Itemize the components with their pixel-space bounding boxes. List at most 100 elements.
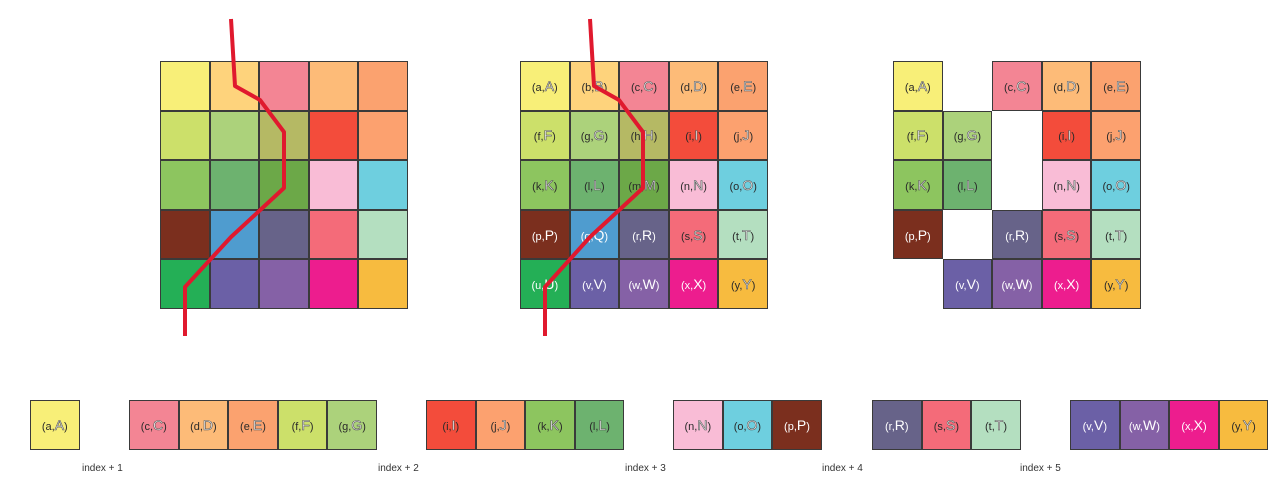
remaining-cell-i: (i,I) [1041,110,1092,161]
cell-label: (r,R) [632,226,656,243]
cell-label: (d,D) [1053,77,1080,94]
grid-cell-f [160,110,210,161]
labeled-cell-u: (u,U) [520,259,570,309]
remaining-cell-k: (k,K) [893,160,943,210]
strip-cell-s: (s,S) [921,400,972,450]
cell-label: (l,L) [589,416,610,433]
cell-label: (v,V) [955,276,980,293]
remaining-cell-y: (y,Y) [1091,259,1141,309]
strip-cell-f: (f,F) [277,400,328,450]
index-label: index + 2 [378,463,419,474]
grid-cell-x [308,259,359,309]
strip-cell-d: (d,D) [178,400,229,450]
strip-cell-n: (n,N) [673,400,723,450]
labeled-cell-r: (r,R) [619,209,669,260]
cell-label: (q,Q) [580,226,609,243]
cell-label: (s,S) [1053,226,1080,243]
cell-label: (d,D) [680,77,707,94]
grid-cell-p [160,209,210,260]
cell-label: (m,M) [628,176,660,194]
labeled-cell-g: (g,G) [569,110,620,161]
cell-label: (p,P) [784,416,810,433]
labeled-cell-o: (o,O) [718,160,768,210]
index-label: index + 3 [625,463,666,474]
grid-cell-t [358,209,408,260]
strip-cell-i: (i,I) [426,400,476,450]
cell-label: (x,X) [1053,276,1080,293]
cell-label: (e,E) [730,77,757,94]
cell-label: (l,L) [584,176,605,194]
index-label: index + 1 [82,463,123,474]
strip-cell-e: (e,E) [228,400,278,450]
labeled-cell-q: (q,Q) [569,209,620,260]
strip-cell-j: (j,J) [475,400,526,450]
labeled-cell-d: (d,D) [668,61,719,111]
remaining-cell-g: (g,G) [942,110,993,161]
index-label: index + 5 [1020,463,1061,474]
cell-label: (f,F) [533,127,556,144]
labeled-cell-i: (i,I) [668,110,719,161]
grid-cell-l [209,160,260,210]
cell-label: (o,O) [1102,176,1130,194]
cell-label: (k,K) [905,176,931,194]
cell-label: (t,T) [984,416,1007,433]
strip-cell-r: (r,R) [872,400,922,450]
grid-cell-y [358,259,408,309]
cell-label: (w,W) [1001,276,1033,293]
strip-cell-a: (a,A) [30,400,80,450]
cell-label: (d,D) [190,416,217,433]
grid-cell-v [209,259,260,309]
grid-cell-g [209,110,260,161]
remaining-cell-x: (x,X) [1041,259,1092,309]
grid-cell-a [160,61,210,111]
strip-cell-g: (g,G) [327,400,377,450]
grid-cell-c [259,61,309,111]
remaining-cell-r: (r,R) [992,209,1042,260]
labeled-cell-k: (k,K) [520,160,570,210]
grid-cell-h [259,110,309,161]
cell-label: (r,R) [1005,226,1029,243]
grid-cell-m [259,160,309,210]
labeled-cell-j: (j,J) [718,110,768,161]
grid-cell-o [358,160,408,210]
grid-cell-i [308,110,359,161]
remaining-cell-e: (e,E) [1091,61,1141,111]
remaining-cell-d: (d,D) [1041,61,1092,111]
cell-label: (y,Y) [730,276,756,293]
labeled-cell-c: (c,C) [619,61,669,111]
cell-label: (g,G) [580,127,609,144]
cell-label: (v,V) [1082,416,1107,433]
cell-label: (a,A) [531,77,558,94]
labeled-cell-n: (n,N) [668,160,719,210]
cell-label: (v,V) [582,276,607,293]
grid-cell-j [358,110,408,161]
labeled-cell-h: (h,H) [619,110,669,161]
remaining-cell-s: (s,S) [1041,209,1092,260]
grid-cell-n [308,160,359,210]
cell-label: (o,O) [729,176,757,194]
labeled-cell-x: (x,X) [668,259,719,309]
remaining-cell-j: (j,J) [1091,110,1141,161]
grid-cell-s [308,209,359,260]
labeled-cell-s: (s,S) [668,209,719,260]
strip-cell-x: (x,X) [1169,400,1219,450]
grid-cell-e [358,61,408,111]
labeled-cell-v: (v,V) [569,259,620,309]
remaining-cell-t: (t,T) [1091,209,1141,260]
cell-label: (e,E) [1103,77,1130,94]
cell-label: (i,I) [685,127,702,144]
strip-cell-l: (l,L) [574,400,625,450]
cell-label: (w,W) [1128,416,1160,433]
strip-cell-w: (w,W) [1119,400,1170,450]
cell-label: (l,L) [957,176,978,194]
remaining-cell-c: (c,C) [992,61,1042,111]
remaining-cell-o: (o,O) [1091,160,1141,210]
cell-label: (y,Y) [1231,416,1256,433]
cell-label: (n,N) [680,176,707,194]
strip-cell-v: (v,V) [1070,400,1120,450]
labeled-cell-t: (t,T) [718,209,768,260]
cell-label: (w,W) [628,276,660,293]
cell-label: (g,G) [953,127,982,144]
remaining-cell-f: (f,F) [893,110,943,161]
cell-label: (n,N) [1053,176,1080,194]
